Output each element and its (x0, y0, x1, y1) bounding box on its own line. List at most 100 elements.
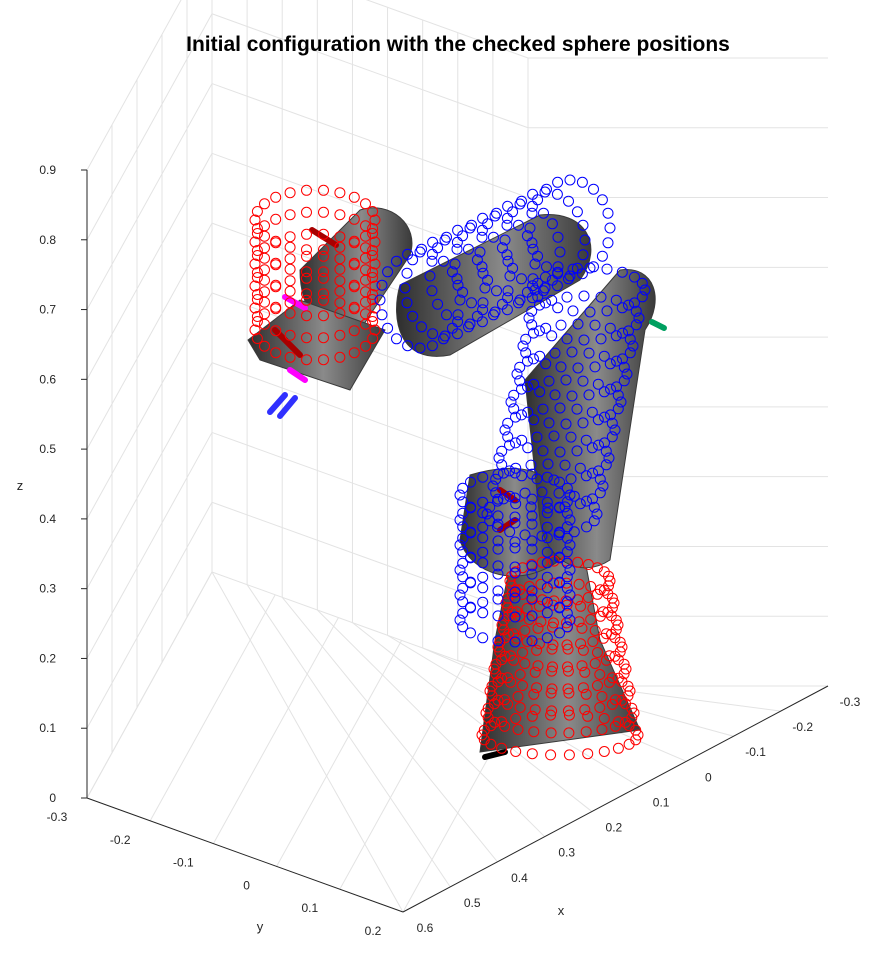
z-tick-label: 0 (49, 791, 56, 805)
sphere-marker-blue (454, 564, 466, 576)
sphere-marker-blue (577, 219, 589, 231)
sphere-marker-blue (509, 517, 521, 529)
sphere-marker-blue (527, 273, 539, 285)
sphere-marker-blue (496, 459, 508, 471)
sphere-marker-blue (513, 297, 524, 309)
sphere-marker-blue (481, 508, 493, 520)
sphere-marker-red (367, 228, 379, 239)
sphere-marker-blue (588, 183, 599, 195)
sphere-marker-blue (576, 268, 588, 280)
sphere-marker-blue (583, 347, 595, 359)
z-tick-label: 0.9 (39, 163, 56, 177)
sphere-marker-red (251, 316, 263, 327)
sphere-marker-blue (554, 502, 565, 514)
sphere-marker-red (360, 274, 371, 286)
sphere-marker-red (591, 562, 603, 574)
grid-line-floor (352, 622, 593, 812)
sphere-marker-red (367, 294, 379, 305)
sphere-marker-red (577, 682, 589, 694)
sphere-marker-blue (514, 198, 526, 210)
sphere-marker-blue (541, 582, 553, 594)
sphere-marker-blue (482, 274, 494, 286)
y-tick-label: 0 (243, 878, 250, 892)
sphere-marker-red (632, 729, 644, 741)
sphere-marker-red (259, 340, 270, 352)
sphere-marker-blue (576, 176, 588, 188)
sphere-marker-blue (520, 333, 532, 345)
sphere-marker-blue (531, 431, 543, 443)
sphere-marker-blue (546, 218, 558, 230)
sphere-marker-red (360, 198, 371, 210)
sphere-marker-red (284, 253, 296, 265)
sphere-marker-red (600, 654, 612, 666)
sphere-marker-blue (594, 473, 606, 485)
x-tick-label: 0.6 (417, 921, 434, 935)
sphere-marker-blue (522, 442, 534, 454)
sphere-marker-blue (621, 368, 633, 380)
sphere-marker-red (284, 329, 296, 341)
sphere-marker-red (259, 198, 270, 210)
grid-line-z (86, 0, 828, 171)
sphere-marker-blue (509, 636, 521, 648)
sphere-marker-blue (516, 273, 527, 285)
sphere-marker-red (563, 687, 575, 699)
sphere-marker-blue (522, 381, 533, 393)
sphere-marker-blue (623, 299, 634, 311)
sphere-marker-blue (528, 414, 540, 426)
sphere-marker-red (249, 214, 261, 226)
sphere-marker-red (270, 347, 282, 359)
sphere-marker-blue (532, 194, 544, 206)
sphere-marker-red (284, 187, 296, 199)
sphere-marker-red (594, 610, 606, 622)
sphere-marker-blue (441, 231, 452, 243)
sphere-marker-red (334, 307, 346, 319)
sphere-marker-blue (587, 467, 598, 479)
sphere-marker-blue (554, 577, 565, 589)
sphere-marker-red (367, 267, 379, 278)
sphere-marker-red (251, 223, 263, 234)
sphere-marker-blue (407, 254, 419, 266)
sphere-marker-blue (514, 294, 526, 306)
sphere-marker-red (251, 333, 263, 344)
sphere-marker-blue (457, 532, 469, 544)
grid-line-z (86, 362, 828, 589)
sphere-marker-blue (526, 493, 538, 505)
sphere-marker-red (596, 724, 608, 735)
sphere-marker-blue (552, 268, 564, 280)
sphere-marker-blue (589, 319, 601, 331)
sphere-marker-red (579, 666, 591, 678)
sphere-marker-blue (488, 231, 499, 243)
sphere-marker-red (514, 702, 526, 713)
sphere-marker-red (585, 614, 597, 625)
sphere-marker-blue (611, 381, 622, 393)
sphere-marker-blue (374, 294, 386, 306)
sphere-marker-blue (465, 502, 476, 514)
sphere-marker-blue (479, 282, 491, 294)
sphere-marker-blue (595, 333, 607, 345)
sphere-marker-blue (465, 602, 476, 614)
sphere-marker-red (301, 332, 312, 344)
sphere-marker-red (596, 691, 608, 702)
y-axis-line (86, 797, 404, 913)
sphere-marker-blue (522, 406, 534, 418)
sphere-marker-red (318, 310, 329, 322)
sphere-marker-blue (526, 237, 538, 249)
sphere-marker-blue (510, 498, 522, 510)
sphere-marker-blue (534, 299, 545, 311)
sphere-marker-blue (610, 330, 622, 342)
sphere-marker-blue (484, 501, 496, 513)
sphere-marker-blue (534, 325, 545, 337)
sphere-marker-blue (426, 255, 438, 267)
sphere-marker-blue (477, 582, 489, 594)
sphere-marker-blue (630, 305, 642, 317)
sphere-marker-blue (524, 222, 536, 234)
sphere-marker-red (369, 236, 381, 248)
sphere-marker-red (348, 237, 360, 249)
sphere-marker-blue (587, 493, 598, 505)
sphere-marker-blue (604, 358, 616, 370)
sphere-marker-blue (561, 607, 573, 619)
sphere-marker-blue (477, 304, 489, 316)
sphere-marker-blue (509, 592, 521, 604)
sphere-marker-blue (596, 194, 608, 206)
